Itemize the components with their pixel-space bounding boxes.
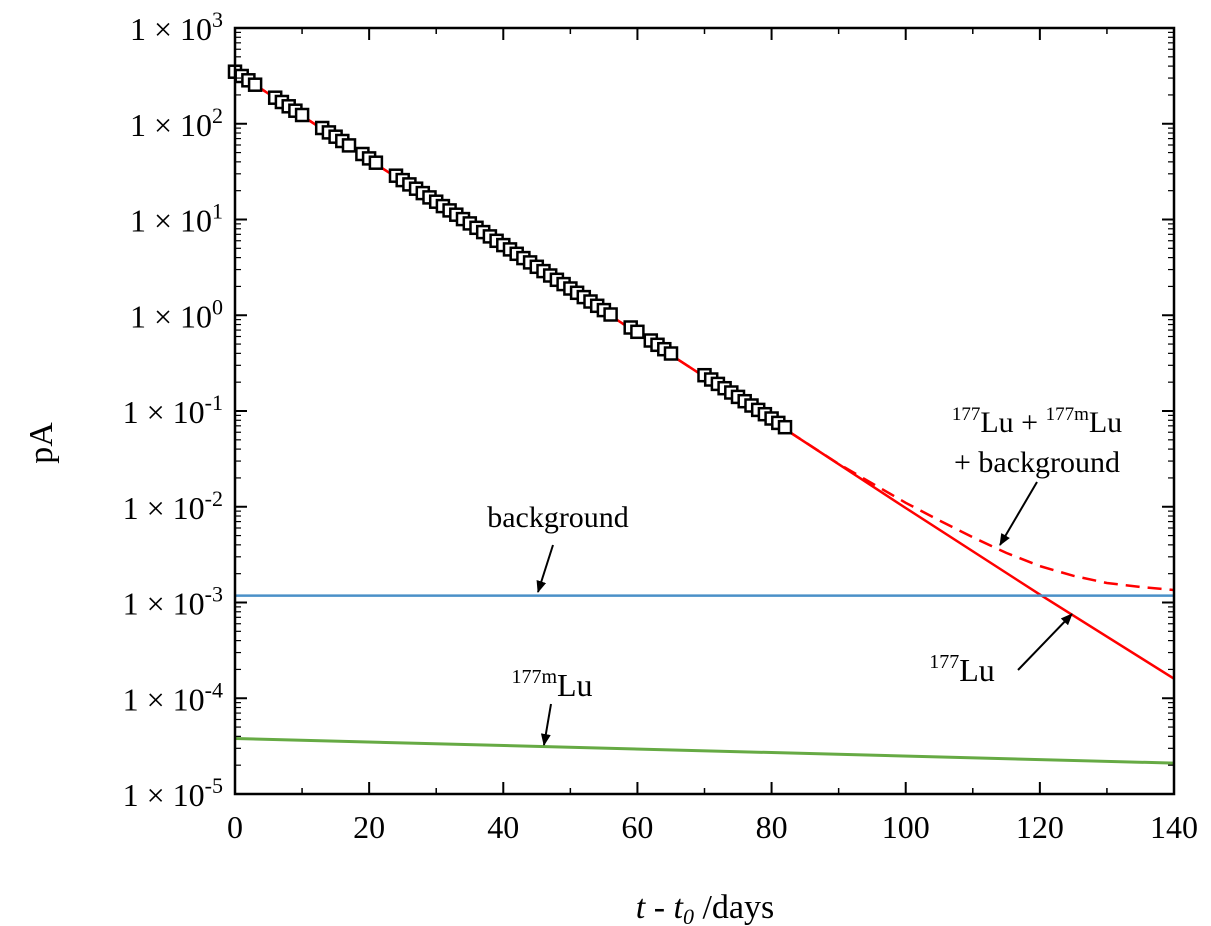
annotation-total-mid-b: Lu (1089, 406, 1122, 439)
x-tick-label: 40 (487, 809, 519, 845)
annotation-lu177m: 177mLu (511, 666, 592, 703)
y-tick-label: 1 × 10-2 (123, 486, 223, 526)
y-axis-label: pA (23, 422, 60, 464)
measurement-marker (247, 77, 263, 92)
x-tick-label: 140 (1150, 809, 1198, 845)
x-tick-label: 100 (882, 809, 930, 845)
measurement-marker (294, 107, 310, 123)
annotation-total-mid-a: Lu + (980, 406, 1045, 439)
x-label-unit: /days (694, 889, 774, 926)
annotation-lu177m-sup: 177m (511, 666, 557, 688)
y-tick-label: 1 × 102 (130, 103, 223, 143)
x-label-t: t (636, 889, 647, 926)
measurement-marker (630, 324, 645, 340)
y-tick-label: 1 × 101 (130, 199, 223, 239)
marker-layer (227, 64, 793, 435)
annotation-total-line2: + background (954, 446, 1120, 479)
x-label-separator: - (645, 889, 673, 926)
y-tick-label: 1 × 10-3 (123, 582, 223, 622)
tick-label-layer: 0 20 40 60 80 100 120 140 1 × 103 1 × 102 1 × 101 1… (123, 7, 1198, 845)
annotation-lu177: 177Lu (929, 651, 995, 688)
y-tick-label: 1 × 103 (130, 7, 223, 47)
annotation-lu177m-text: Lu (557, 667, 593, 703)
annotation-total-sup-b: 177m (1046, 404, 1090, 425)
x-axis-label: t - t0 /days (636, 889, 775, 926)
series-line-lu177m (234, 737, 1175, 765)
arrow-lu177 (1017, 613, 1073, 671)
y-tick-label: 1 × 10-1 (123, 390, 223, 430)
x-label-t0-subscript: 0 (683, 904, 694, 926)
y-tick-label: 1 × 100 (130, 294, 223, 334)
y-tick-label: 1 × 10-5 (123, 773, 223, 813)
annotation-total-line1: 177Lu + 177mLu (952, 404, 1122, 439)
measurement-marker (368, 155, 384, 170)
measurement-marker (777, 419, 793, 435)
y-tick-label: 1 × 10-4 (123, 677, 223, 717)
x-tick-label: 0 (227, 809, 243, 845)
arrow-lu177m (540, 703, 552, 746)
series-line-total (234, 70, 1175, 592)
x-tick-label: 60 (621, 809, 653, 845)
x-tick-label: 120 (1016, 809, 1064, 845)
x-tick-label: 80 (756, 809, 788, 845)
measurement-marker (341, 138, 357, 153)
x-label-t0: t (674, 889, 685, 926)
arrow-total (999, 481, 1038, 546)
annotation-lu177-sup: 177 (929, 651, 959, 673)
arrow-background (536, 544, 554, 593)
annotation-lu177-text: Lu (959, 652, 995, 688)
measurement-marker (663, 346, 679, 361)
annotation-total-sup-a: 177 (952, 404, 981, 425)
axes-layer (233, 26, 1176, 796)
measurement-marker (603, 307, 618, 322)
annotation-background: background (487, 501, 629, 534)
x-tick-label: 20 (353, 809, 385, 845)
